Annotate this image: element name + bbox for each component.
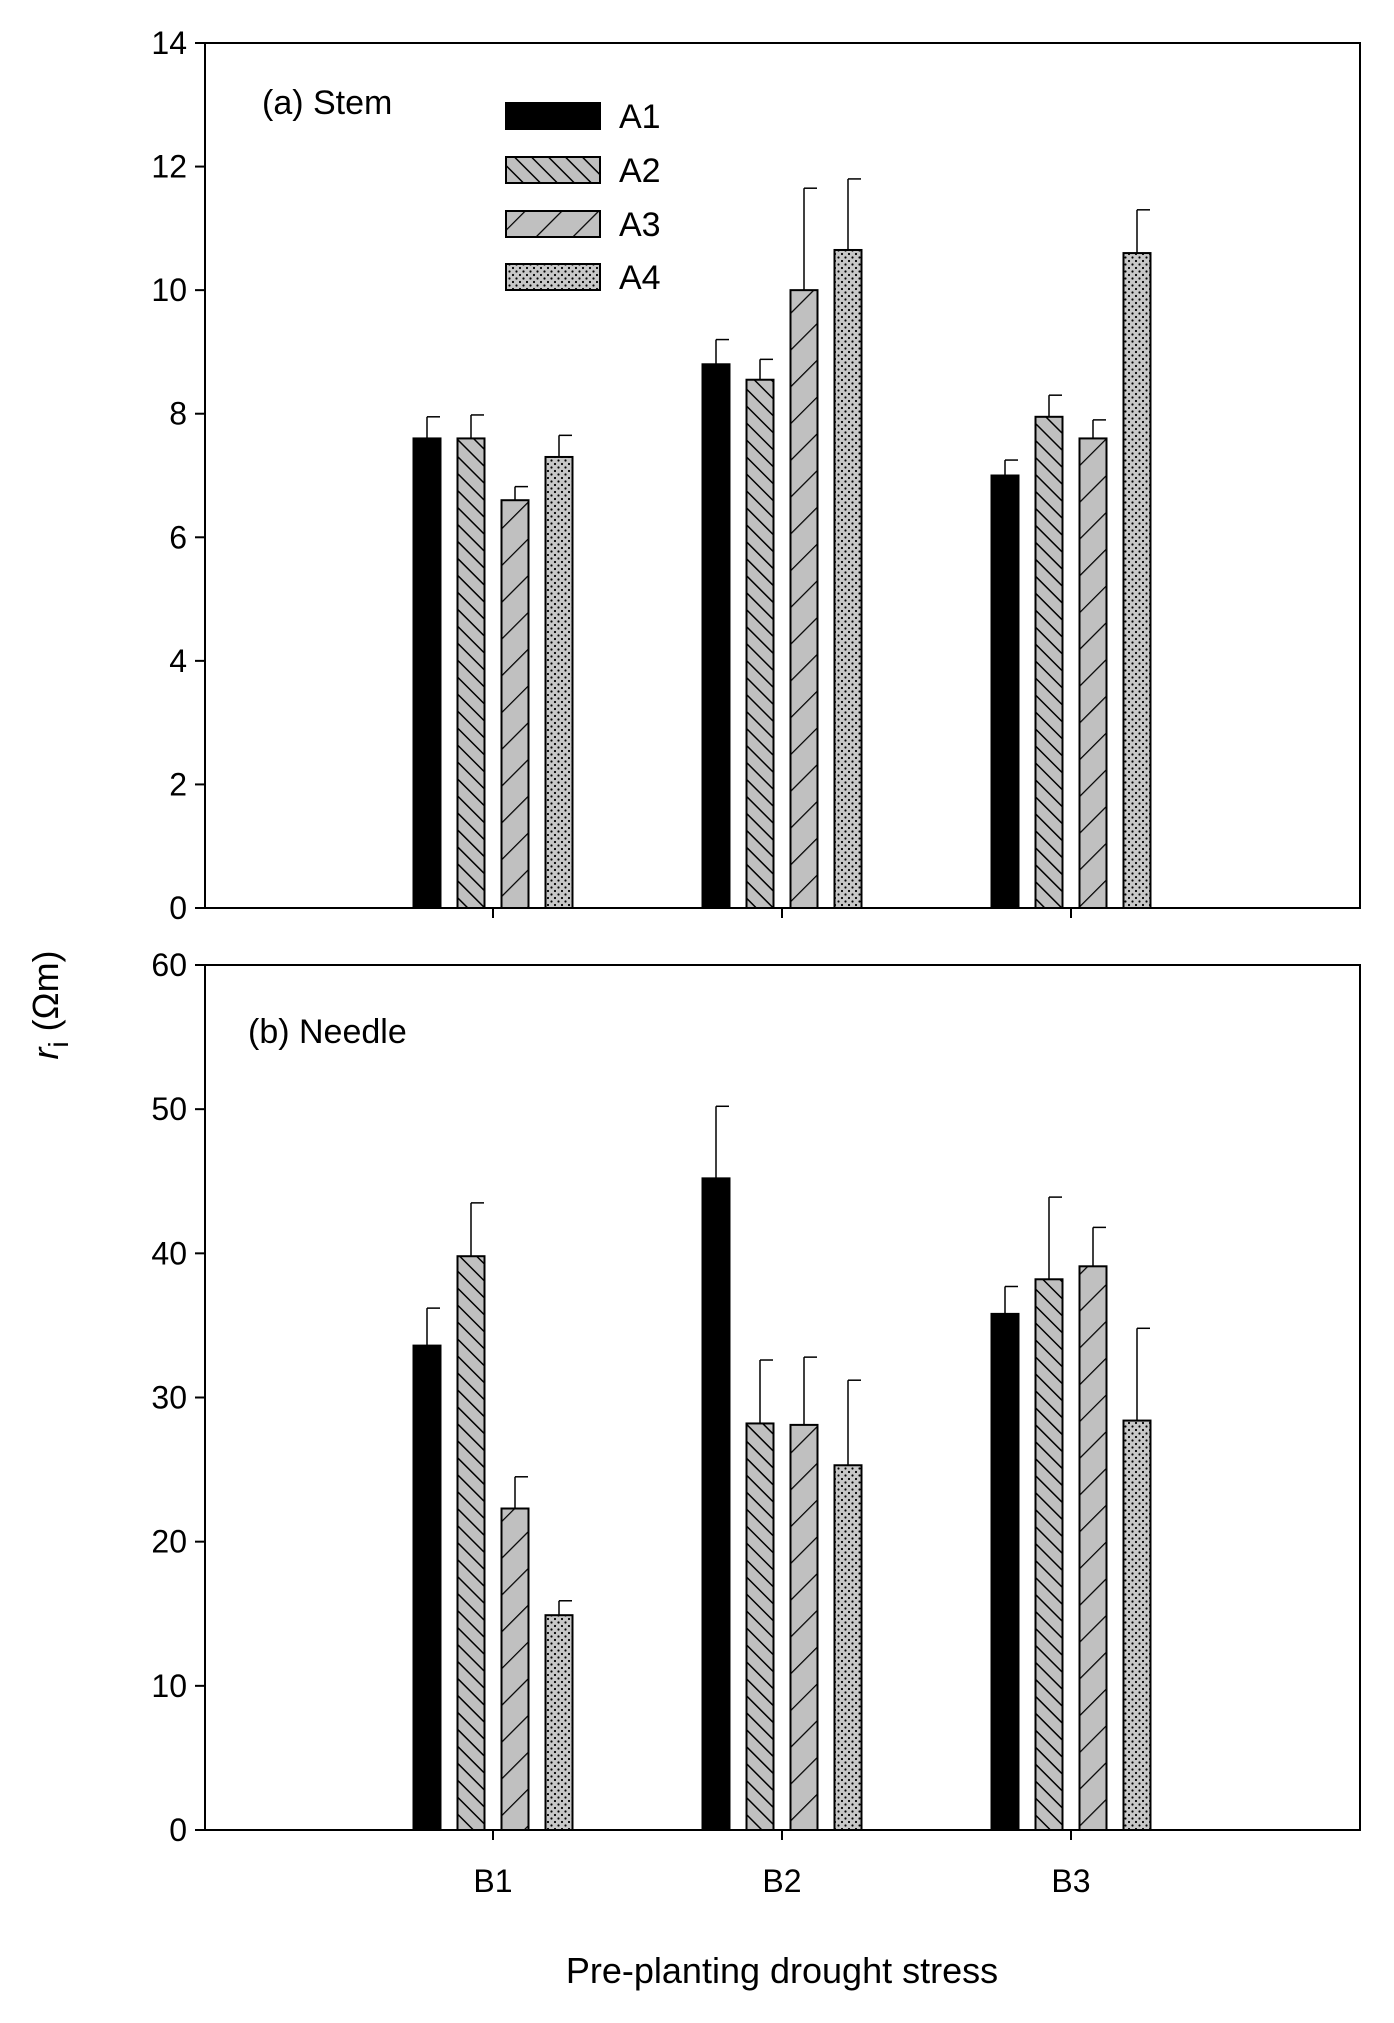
needle-xtick-label-B1: B1 — [473, 1863, 512, 1899]
stem-ytick-label-14: 14 — [151, 25, 187, 61]
needle-ytick-label-20: 20 — [151, 1524, 187, 1560]
stem-a4-b2-bar — [833, 248, 863, 910]
panel-needle-title: (b) Needle — [248, 1013, 407, 1051]
panel-stem-marks: 0 2 4 6 8 10 12 14 — [151, 25, 1152, 926]
stem-ytick-label-0: 0 — [169, 890, 187, 926]
needle-a1-b2-bar — [701, 1177, 731, 1832]
x-axis-title: Pre-planting drought stress — [566, 1950, 998, 1991]
needle-ytick-label-10: 10 — [151, 1668, 187, 1704]
needle-a1-b3-bar — [990, 1312, 1020, 1831]
legend-swatch-a1 — [505, 102, 601, 130]
needle-a3-b3-bar — [1078, 1265, 1108, 1831]
stem-ytick-label-4: 4 — [169, 643, 187, 679]
stem-a3-b3-bar — [1078, 437, 1108, 909]
panel-needle-marks: 0 10 20 30 40 50 60 B1 B2 B3 — [151, 947, 1152, 1899]
needle-ytick-label-40: 40 — [151, 1235, 187, 1271]
y-axis-symbol: r — [25, 1046, 66, 1060]
needle-ytick-label-0: 0 — [169, 1812, 187, 1848]
needle-xtick-label-B2: B2 — [762, 1863, 801, 1899]
needle-ytick-label-30: 30 — [151, 1380, 187, 1416]
panel-stem: 0 2 4 6 8 10 12 14 (a) Stem A1 A2 A3 A4 — [151, 25, 1361, 926]
stem-a4-b3-bar — [1122, 252, 1152, 910]
legend-swatch-a2 — [505, 156, 601, 184]
legend: A1 A2 A3 A4 — [505, 98, 661, 297]
stem-ytick-label-6: 6 — [169, 519, 187, 555]
stem-a1-b2-bar — [701, 363, 731, 909]
stem-a2-b1-bar — [456, 437, 486, 909]
stem-a3-b2-bar — [789, 289, 819, 909]
panel-needle: 0 10 20 30 40 50 60 B1 B2 B3 (b) Needle — [151, 947, 1361, 1899]
stem-a1-b3-bar — [990, 474, 1020, 909]
needle-a4-b1-bar — [544, 1614, 574, 1831]
needle-a4-b2-bar — [833, 1464, 863, 1831]
needle-a3-b1-bar — [500, 1507, 530, 1831]
needle-a2-b3-bar — [1034, 1278, 1064, 1831]
stem-ytick-label-8: 8 — [169, 396, 187, 432]
legend-label-a1: A1 — [619, 98, 661, 136]
panel-needle-frame — [204, 964, 1361, 1831]
panel-stem-frame — [204, 42, 1361, 909]
stem-ytick-label-2: 2 — [169, 766, 187, 802]
stem-a4-b1-bar — [544, 455, 574, 909]
needle-a4-b3-bar — [1122, 1419, 1152, 1831]
legend-label-a3: A3 — [619, 206, 661, 244]
legend-label-a4: A4 — [619, 259, 661, 297]
panel-stem-title: (a) Stem — [262, 84, 392, 122]
needle-ytick-label-50: 50 — [151, 1091, 187, 1127]
legend-swatch-a4 — [505, 263, 601, 291]
stem-a1-b1-bar — [412, 437, 442, 909]
needle-ytick-label-60: 60 — [151, 947, 187, 983]
needle-xtick-label-B3: B3 — [1051, 1863, 1090, 1899]
needle-a2-b1-bar — [456, 1255, 486, 1831]
needle-a1-b1-bar — [412, 1344, 442, 1831]
y-axis-subscript: i — [43, 1041, 74, 1047]
stem-ytick-label-12: 12 — [151, 149, 187, 185]
legend-label-a2: A2 — [619, 152, 661, 190]
needle-a2-b2-bar — [745, 1422, 775, 1831]
y-axis-title: ri (Ωm) — [25, 950, 74, 1059]
stem-a2-b2-bar — [745, 378, 775, 910]
y-axis-unit: (Ωm) — [25, 950, 66, 1031]
stem-a3-b1-bar — [500, 499, 530, 909]
stem-ytick-label-10: 10 — [151, 272, 187, 308]
stem-a2-b3-bar — [1034, 415, 1064, 909]
legend-swatch-a3 — [505, 210, 601, 238]
needle-a3-b2-bar — [789, 1423, 819, 1832]
